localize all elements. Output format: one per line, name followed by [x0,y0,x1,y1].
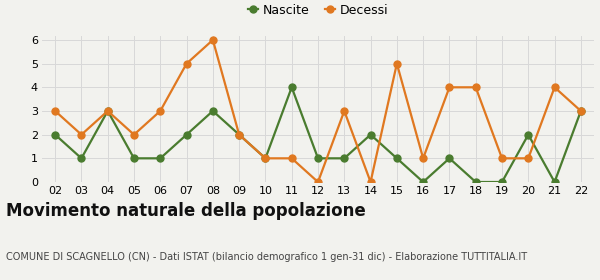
Nascite [236,133,243,136]
Decessi [341,109,348,113]
Decessi [577,109,584,113]
Nascite [157,157,164,160]
Legend: Nascite, Decessi: Nascite, Decessi [243,0,393,22]
Decessi [52,109,59,113]
Nascite [367,133,374,136]
Decessi [419,157,427,160]
Decessi [104,109,112,113]
Decessi [209,38,217,42]
Nascite [577,109,584,113]
Text: Movimento naturale della popolazione: Movimento naturale della popolazione [6,202,366,220]
Decessi [183,62,190,65]
Decessi [262,157,269,160]
Nascite [209,109,217,113]
Nascite [183,133,190,136]
Decessi [288,157,295,160]
Nascite [130,157,137,160]
Nascite [551,180,558,184]
Nascite [524,133,532,136]
Decessi [78,133,85,136]
Nascite [78,157,85,160]
Nascite [288,86,295,89]
Decessi [472,86,479,89]
Nascite [52,133,59,136]
Nascite [314,157,322,160]
Decessi [367,180,374,184]
Decessi [236,133,243,136]
Decessi [130,133,137,136]
Nascite [472,180,479,184]
Decessi [551,86,558,89]
Decessi [314,180,322,184]
Nascite [262,157,269,160]
Nascite [446,157,453,160]
Nascite [393,157,400,160]
Line: Decessi: Decessi [52,36,584,185]
Nascite [341,157,348,160]
Nascite [499,180,506,184]
Decessi [524,157,532,160]
Decessi [393,62,400,65]
Decessi [446,86,453,89]
Text: COMUNE DI SCAGNELLO (CN) - Dati ISTAT (bilancio demografico 1 gen-31 dic) - Elab: COMUNE DI SCAGNELLO (CN) - Dati ISTAT (b… [6,252,527,262]
Decessi [499,157,506,160]
Nascite [104,109,112,113]
Line: Nascite: Nascite [52,84,584,185]
Decessi [157,109,164,113]
Nascite [419,180,427,184]
